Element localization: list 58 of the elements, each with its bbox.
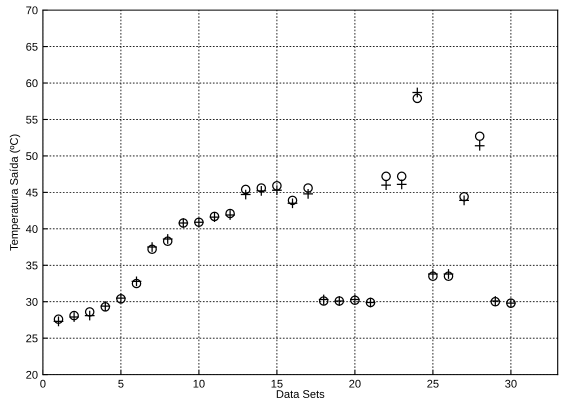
point [428,271,438,281]
point [84,310,96,322]
point [131,276,142,287]
point [381,172,391,182]
point [84,307,94,317]
point [396,172,406,182]
y-tick-label: 30 [26,298,38,306]
y-tick-label: 65 [26,42,38,51]
x-tick-label: 10 [194,380,205,388]
point [427,268,438,280]
point [162,234,174,245]
x-tick-label: 0 [40,380,46,388]
point [256,185,267,196]
x-tick-label: 20 [349,380,361,388]
point [443,268,454,280]
y-tick-label: 60 [26,79,38,88]
point [302,188,314,200]
point [287,198,298,209]
point [506,298,516,308]
y-tick-label: 70 [26,6,38,14]
point [458,194,470,206]
y-tick-label: 40 [26,225,38,233]
point [272,181,282,191]
point [474,131,484,142]
point [53,316,64,327]
y-axis-title: Temperatura Saída (ºC) [10,134,20,251]
point [288,196,298,206]
point [54,314,64,324]
point [69,310,79,320]
point [146,242,158,253]
y-tick-label: 45 [26,188,38,197]
x-tick-label: 15 [272,380,283,388]
point [396,178,408,190]
point [68,312,80,323]
y-tick-label: 55 [26,116,38,124]
point [271,184,282,196]
point [380,180,392,191]
point [132,278,142,288]
point [366,298,376,308]
point [240,184,250,194]
point [147,244,157,254]
point [412,87,423,98]
x-tick-label: 25 [427,380,439,388]
x-axis-title: Data Sets [276,390,324,398]
x-tick-label: 5 [118,380,124,388]
y-tick-label: 50 [26,152,38,160]
point [162,236,172,246]
point [459,192,469,202]
y-tick-label: 25 [26,334,38,342]
point [444,271,454,281]
point [303,183,313,193]
point [474,140,486,152]
point [412,94,422,104]
point [240,189,252,200]
y-tick-label: 20 [26,370,38,379]
point [256,183,266,193]
x-tick-label: 30 [505,380,517,388]
y-tick-label: 35 [26,262,38,270]
